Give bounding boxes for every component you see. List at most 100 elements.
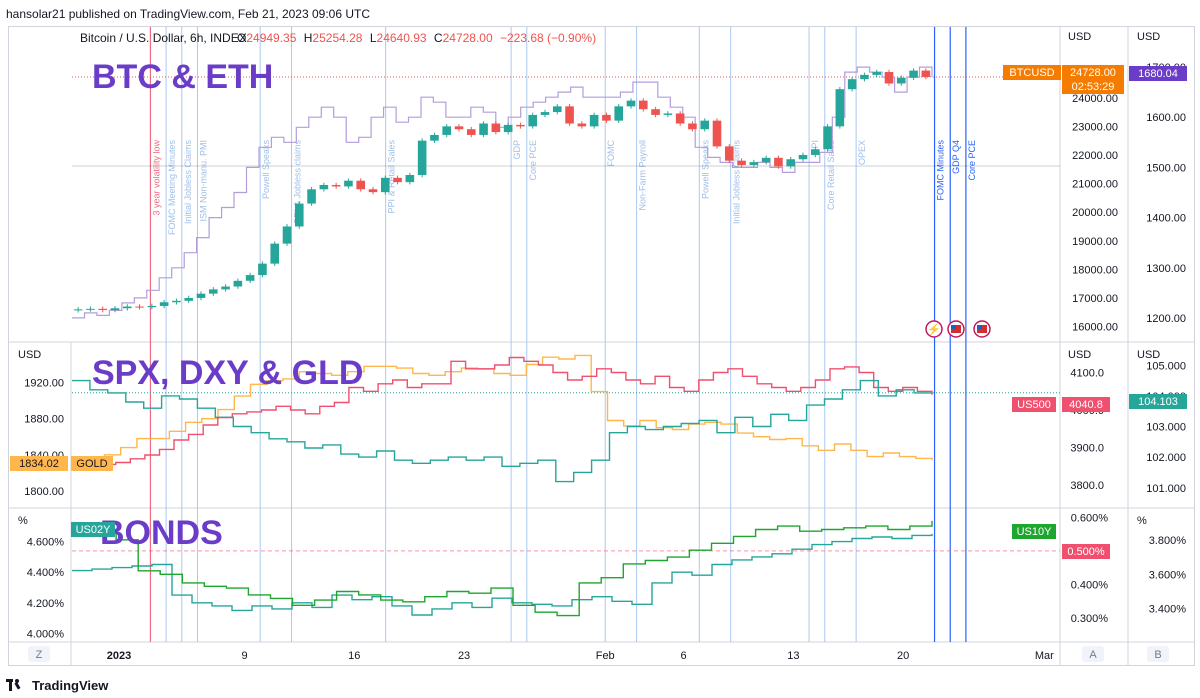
axis-tick-label: 1300.00: [1146, 263, 1186, 275]
scale-b-label: B: [1154, 649, 1161, 661]
time-axis-corners[interactable]: Z A B: [28, 646, 1169, 662]
event-label: Core Retail Sales: [826, 140, 836, 211]
btc-candle-body: [417, 140, 427, 175]
high-label: H: [304, 31, 313, 45]
btc-candle-body: [651, 109, 660, 115]
scale-b-button[interactable]: [1147, 646, 1169, 662]
axis-tick-label: 16: [348, 650, 360, 662]
zoom-reset-button[interactable]: [28, 646, 50, 662]
gold-price: 1834.02: [19, 458, 59, 470]
btc-candle-body: [688, 123, 697, 130]
btc-candle-body: [847, 79, 857, 90]
footer[interactable]: TradingView: [6, 676, 108, 694]
btc-candle-body: [810, 149, 820, 155]
btcusd-name-tag: [1003, 65, 1061, 80]
axis-tick-label: USD: [1068, 31, 1091, 43]
axis-tick-label: %: [18, 515, 28, 527]
axis-tick-label: 1600.00: [1146, 112, 1186, 124]
axis-tick-label: Feb: [596, 650, 615, 662]
btc-candle-body: [589, 114, 599, 127]
high-value: 25254.28: [312, 31, 362, 45]
event-label: Initial Jobless Claims: [732, 140, 742, 225]
btc-candle-body: [184, 297, 194, 301]
btc-candle-body: [675, 113, 685, 124]
gold-series-line: [72, 354, 933, 470]
btc-candle-body: [319, 184, 329, 190]
us10y-name-tag: [1012, 524, 1056, 539]
event-icons[interactable]: ⚡: [925, 320, 991, 338]
btc-candle-body: [380, 177, 390, 193]
annotation-spx-dxy-gld[interactable]: SPX, DXY & GLD: [92, 354, 363, 392]
event-label: Powell Speaks: [700, 140, 710, 200]
btc-candle-body: [749, 162, 759, 165]
us500-price: 4040.8: [1069, 399, 1103, 411]
axis-tick-label: 4.600%: [27, 537, 65, 549]
btc-candle-body: [528, 114, 538, 127]
axis-labels: USD USD 16000.00 17000.00 18000.00 19000.00 20…: [18, 31, 1186, 662]
event-label: OPEX: [857, 140, 867, 165]
btc-candle-body: [860, 74, 869, 80]
earnings-flash-icon[interactable]: [925, 320, 943, 338]
btc-candle-body: [565, 106, 574, 124]
axis-tick-label: 23000.00: [1072, 121, 1118, 133]
btc-candle-body: [896, 77, 906, 84]
dxy-price: 104.103: [1138, 396, 1178, 408]
btc-candle-body: [147, 305, 157, 308]
axis-tick-label: 20: [897, 650, 909, 662]
btc-candle-body: [700, 120, 710, 130]
axis-tick-label: 3800.0: [1070, 480, 1104, 492]
dxy-price-tag: [1129, 394, 1187, 409]
btc-candle-body: [909, 70, 918, 78]
symbol-title: Bitcoin / U.S. Dollar, 6h, INDEX: [80, 31, 247, 45]
btc-candle-body: [159, 302, 169, 306]
axis-tick-label: Mar: [1035, 650, 1054, 662]
zoom-reset-label: Z: [36, 649, 43, 661]
us10y-name: US10Y: [1017, 526, 1053, 538]
close-value: 24728.00: [443, 31, 493, 45]
btcusd-price: 24728.00: [1070, 67, 1116, 79]
btc-candle-body: [86, 308, 95, 310]
event-labels: 3 year volatility low FOMC Meeting Minute…: [151, 140, 976, 236]
btc-candle-body: [294, 203, 304, 227]
btc-candle-body: [503, 124, 513, 133]
event-label: FOMC Minutes: [936, 140, 946, 201]
event-lines: [149, 27, 967, 642]
btcusd-countdown: 02:53:29: [1072, 81, 1115, 93]
footer-brand: TradingView: [32, 677, 109, 693]
btc-candle-body: [491, 123, 501, 133]
tradingview-logo-icon: [6, 679, 26, 691]
btc-candle-body: [110, 308, 120, 310]
axis-tick-label: 0.600%: [1071, 512, 1109, 524]
axis-tick-label: 105.000: [1146, 360, 1186, 372]
pane-spx-dxy-gld[interactable]: [72, 354, 1060, 483]
pane-bonds[interactable]: [72, 520, 1060, 617]
event-label: CPI & Jobless claims: [293, 140, 303, 225]
us02y-name: US02Y: [76, 524, 112, 536]
axis-tick-label: 1400.00: [1146, 213, 1186, 225]
us500-price-tag: [1062, 397, 1110, 412]
btc-candle-body: [798, 154, 808, 160]
btc-candle-body: [712, 120, 722, 147]
pane-btc-eth[interactable]: [72, 66, 1060, 319]
eth-series-line: [72, 66, 933, 319]
chart-frame: [8, 26, 1195, 666]
axis-tick-label: 3.800%: [1149, 535, 1187, 547]
auto-scale-button[interactable]: [1082, 646, 1104, 662]
axis-tick-label: 4.200%: [27, 598, 65, 610]
btc-candle-body: [737, 160, 746, 165]
gold-name: GOLD: [76, 458, 107, 470]
publisher-line: hansolar21 published on TradingView.com,…: [6, 7, 371, 21]
axis-tick-label: 4100.0: [1070, 368, 1104, 380]
btc-candle-body: [540, 112, 550, 115]
axis-tick-label: 1920.00: [24, 378, 64, 390]
annotation-btc-eth[interactable]: BTC & ETH: [92, 58, 273, 96]
symbol-legend[interactable]: Bitcoin / U.S. Dollar, 6h, INDEX O24949.…: [80, 31, 596, 45]
event-label: Core PCE: [528, 140, 538, 181]
btc-candle-body: [393, 177, 402, 183]
btc-candle-body: [368, 189, 378, 193]
axis-tick-label: USD: [1137, 349, 1160, 361]
annotation-bonds[interactable]: BONDS: [100, 514, 223, 552]
btc-candle-body: [602, 114, 611, 121]
